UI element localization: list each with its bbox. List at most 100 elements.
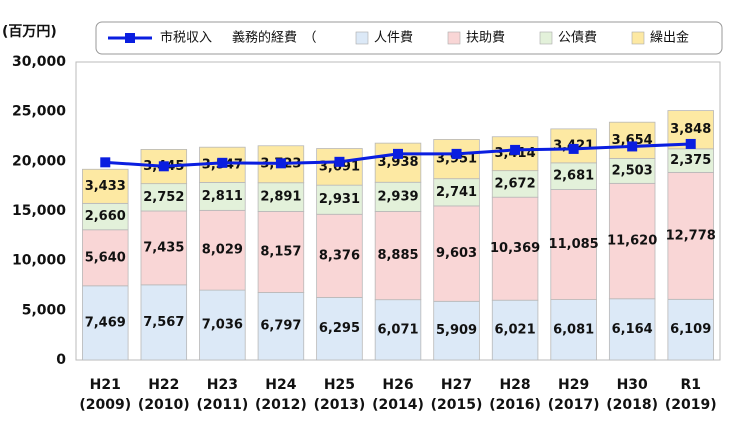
bar-segment: [199, 209, 246, 291]
data-label: 6,164: [612, 322, 653, 337]
data-label: 6,109: [670, 322, 711, 337]
data-label: 6,021: [495, 323, 536, 338]
data-label: 2,503: [612, 163, 653, 178]
bar-segment: [667, 171, 714, 300]
data-label: 6,071: [377, 322, 418, 337]
data-label: 2,375: [670, 153, 711, 168]
data-label: 7,469: [85, 315, 126, 330]
line-marker: [158, 161, 169, 172]
data-label: 8,029: [202, 243, 243, 258]
x-tick-label: H27 (2015): [430, 377, 483, 413]
line-marker: [100, 157, 111, 168]
legend-label: 扶助費: [466, 31, 505, 46]
bar-segment: [608, 298, 656, 361]
legend-label: 繰出金: [650, 30, 689, 46]
bar-segment: [257, 182, 305, 212]
bar-segment: [374, 299, 422, 361]
x-tick-label: H29 (2017): [547, 377, 600, 413]
bar-segment: [374, 181, 422, 212]
data-label: 9,603: [436, 246, 477, 261]
bar-segment: [316, 297, 363, 361]
bar-segment: [140, 183, 188, 212]
data-label: 6,295: [319, 321, 360, 336]
data-label: 8,376: [319, 248, 360, 263]
data-label: 2,811: [202, 189, 243, 204]
bar-segment: [257, 211, 305, 293]
line-marker: [275, 158, 286, 169]
data-label: 3,848: [670, 122, 711, 137]
legend-swatch: [447, 31, 461, 45]
data-label: 8,885: [377, 248, 418, 263]
legend-swatch: [355, 31, 369, 45]
y-tick-label: 0: [56, 352, 66, 368]
y-tick-label: 25,000: [12, 104, 66, 120]
bar-segment: [550, 189, 597, 300]
legend-label: 市税収入: [160, 30, 212, 46]
bar-segment: [491, 299, 539, 361]
bar-segment: [199, 289, 246, 361]
data-label: 3,654: [612, 133, 653, 148]
x-tick-label: R1 (2019): [664, 377, 717, 413]
bar-segment: [433, 139, 480, 180]
data-label: 2,681: [553, 169, 594, 184]
y-tick-label: 5,000: [22, 302, 67, 318]
data-label: 3,433: [85, 179, 126, 194]
bar-segment: [82, 168, 129, 204]
bar-segment: [82, 202, 129, 231]
x-tick-label: H23 (2011): [196, 377, 249, 413]
line-marker: [568, 143, 579, 154]
bar-segment: [316, 213, 363, 298]
data-label: 10,369: [490, 241, 540, 256]
bar-segment: [199, 182, 246, 211]
legend-box: [95, 21, 723, 55]
data-label: 7,036: [202, 318, 243, 333]
data-label: 6,081: [553, 322, 594, 337]
legend-marker: [125, 33, 135, 43]
data-label: 2,939: [377, 189, 418, 204]
data-label: 3,938: [377, 155, 418, 170]
data-label: 6,797: [260, 319, 301, 334]
data-label: 2,752: [143, 190, 184, 205]
y-tick-label: 20,000: [12, 153, 66, 169]
x-tick-label: H24 (2012): [255, 377, 307, 413]
data-label: 11,085: [549, 237, 599, 252]
data-label: 2,672: [495, 176, 536, 191]
bar-segment: [374, 211, 422, 301]
bar-segment: [433, 178, 480, 207]
data-label: 2,931: [319, 192, 360, 207]
y-tick-label: 10,000: [12, 253, 66, 269]
data-label: 2,741: [436, 185, 477, 200]
x-tick-label: H21 (2009): [79, 377, 132, 413]
bar-segment: [550, 162, 597, 190]
bar-segment: [608, 121, 656, 159]
y-axis-label: (百万円): [2, 24, 57, 40]
data-label: 5,640: [85, 250, 126, 265]
bar-segment: [257, 292, 305, 361]
line-marker: [334, 156, 345, 167]
data-label: 2,891: [260, 190, 301, 205]
line-marker: [393, 148, 403, 159]
legend-note: 義務的経費 （: [232, 30, 317, 46]
bar-segment: [491, 196, 539, 301]
y-tick-label: 15,000: [12, 203, 66, 219]
line-marker: [510, 144, 521, 155]
bar-segment: [82, 285, 129, 361]
y-tick-label: 30,000: [12, 54, 66, 70]
data-label: 11,620: [607, 234, 657, 249]
x-tick-label: H28 (2016): [489, 377, 541, 413]
legend-swatch: [539, 31, 553, 45]
bar-segment: [667, 298, 714, 361]
legend-swatch: [631, 31, 645, 45]
bar-segment: [82, 229, 129, 287]
x-tick-label: H30 (2018): [606, 377, 659, 413]
x-tick-label: H25 (2013): [313, 377, 366, 413]
bar-segment: [433, 205, 480, 302]
data-label: 8,157: [260, 244, 301, 259]
legend-label: 人件費: [374, 31, 413, 46]
line-marker: [685, 138, 696, 149]
legend-label: 公債費: [558, 31, 597, 46]
bar-segment: [316, 184, 363, 215]
x-tick-label: H22 (2010): [137, 377, 190, 413]
data-label: 5,909: [436, 323, 477, 338]
